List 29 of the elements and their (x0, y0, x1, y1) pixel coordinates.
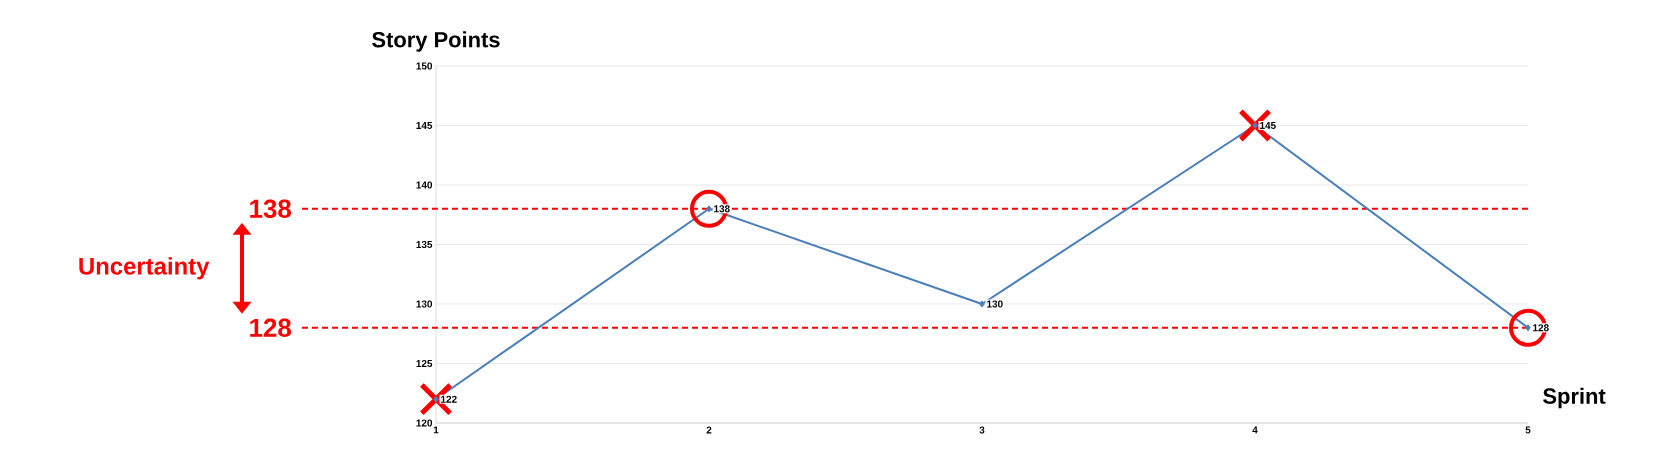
data-label: 145 (1260, 122, 1276, 129)
y-tick-label: 125 (416, 359, 433, 368)
ref-line-label: 138 (250, 199, 291, 218)
y-tick-label: 140 (416, 181, 433, 189)
y-tick-label: 150 (416, 62, 433, 70)
y-tick-label: 120 (416, 419, 433, 427)
x-tick-label: 3 (979, 426, 985, 434)
point (979, 300, 985, 308)
y-axis-title: Story Points (372, 31, 500, 52)
data-label: 138 (714, 205, 730, 213)
point (1252, 122, 1258, 129)
point (1508, 308, 1547, 347)
y-tick-label: 135 (416, 240, 433, 249)
y-tick-label: 130 (416, 300, 433, 308)
data-label: 128 (1533, 324, 1549, 332)
x-tick-label: 2 (706, 426, 712, 434)
text: Uncertainty (79, 257, 210, 280)
x-axis-title: Sprint (1543, 387, 1606, 409)
y-tick-label: 145 (416, 122, 433, 129)
data-label: 130 (987, 300, 1003, 308)
point (690, 189, 728, 228)
x-tick-label: 4 (1252, 426, 1258, 434)
data-label: 122 (441, 395, 457, 403)
point (433, 395, 439, 403)
point (1525, 324, 1531, 332)
ref-line-label: 128 (250, 318, 291, 337)
x-tick-label: 5 (1525, 426, 1531, 434)
x-tick-label: 1 (433, 426, 439, 434)
point (706, 205, 712, 213)
